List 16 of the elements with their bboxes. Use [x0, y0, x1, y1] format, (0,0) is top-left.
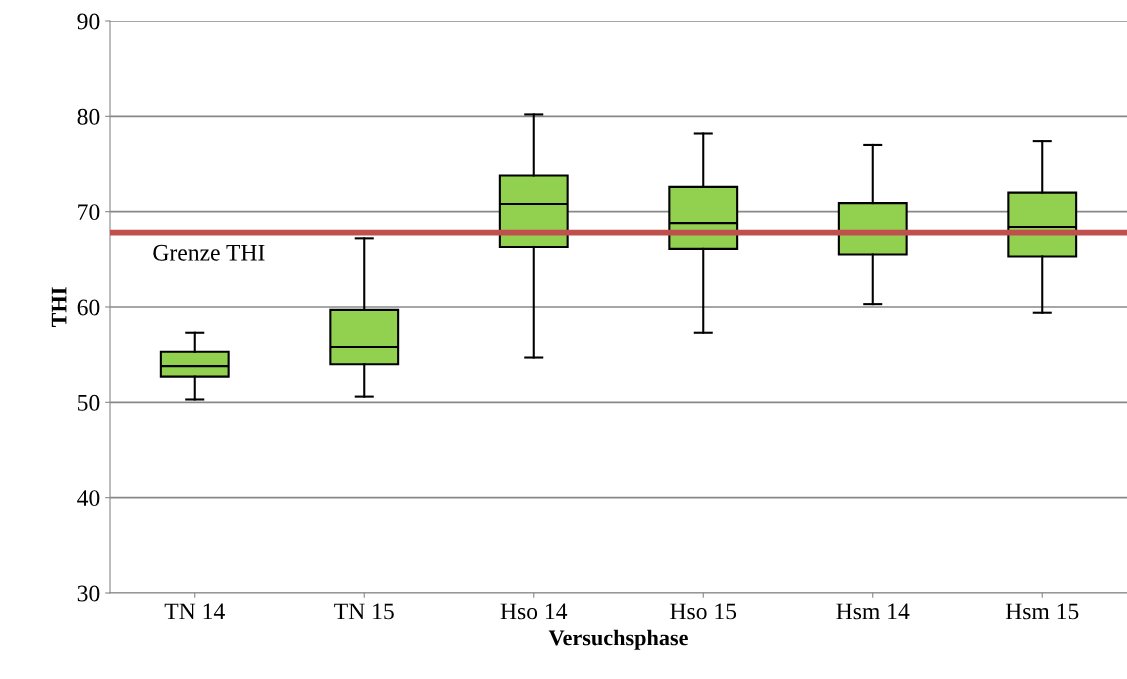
x-axis-title: Versuchsphase [548, 629, 688, 650]
x-tick-label: Hsm 15 [1005, 603, 1079, 620]
y-tick-label: 80 [77, 108, 100, 125]
y-tick-label: 90 [77, 13, 100, 30]
x-tick-label: Hso 15 [670, 603, 737, 620]
y-tick-label: 40 [77, 490, 100, 507]
x-tick-label: Hsm 14 [836, 603, 910, 620]
y-tick-label: 30 [77, 585, 100, 602]
y-tick-label: 70 [78, 204, 100, 221]
x-tick-label: TN 15 [334, 603, 394, 620]
y-tick-label: 50 [78, 394, 100, 411]
x-tick-label: Hso 14 [500, 603, 568, 620]
y-axis-title: THI [51, 287, 67, 328]
ref-line-label: Grenze THI [153, 244, 265, 261]
x-tick-label: TN 14 [164, 603, 225, 620]
y-tick-label: 60 [77, 299, 100, 316]
